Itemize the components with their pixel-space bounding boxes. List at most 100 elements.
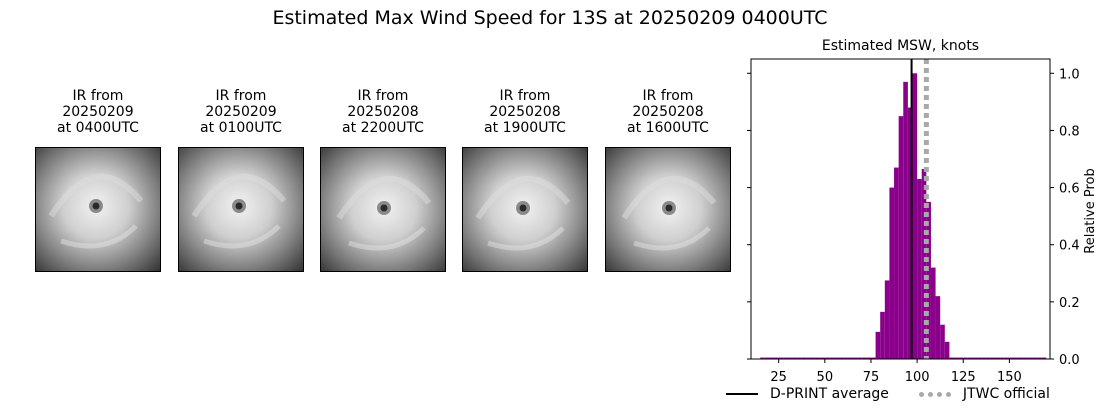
figure-title: Estimated Max Wind Speed for 13S at 2025… (272, 7, 828, 29)
y-tick-label: 0.2 (1059, 296, 1080, 311)
histogram-bar (769, 357, 775, 359)
legend-item-dprint: D-PRINT average (726, 386, 889, 402)
x-tick-label: 75 (863, 370, 880, 385)
histogram-bar (792, 357, 798, 359)
histogram-bar (954, 357, 959, 359)
ir-satellite-image (605, 147, 731, 272)
histogram-bar (898, 116, 904, 360)
histogram-bar (857, 357, 862, 359)
x-tick-label: 25 (770, 370, 787, 385)
y-axis-label: Relative Prob (1083, 168, 1098, 253)
histogram-bar (774, 357, 779, 359)
histogram-bar (1032, 357, 1038, 359)
histogram-bar (815, 357, 821, 359)
histogram-bar (986, 357, 991, 359)
cyclone-ir-render (36, 148, 160, 271)
histogram-bar (967, 357, 973, 359)
ir-caption: IR from 20250209 at 0100UTC (200, 88, 282, 136)
histogram-bar (806, 357, 811, 359)
histogram-bar (843, 357, 848, 359)
histogram-bar (778, 357, 784, 359)
histogram-bar (810, 357, 816, 359)
ir-panel-2: IR from 20250209 at 0100UTC (178, 88, 304, 272)
ir-caption: IR from 20250208 at 1600UTC (627, 88, 709, 136)
ir-caption: IR from 20250209 at 0400UTC (57, 88, 139, 136)
histogram-bar (1009, 357, 1015, 359)
histogram-bar (958, 357, 964, 359)
ir-panel-5: IR from 20250208 at 1600UTC (605, 88, 731, 272)
histogram-bar (917, 179, 922, 359)
histogram-bar (1000, 357, 1005, 359)
histogram-bar (760, 357, 765, 359)
x-tick-label: 150 (997, 370, 1022, 385)
y-tick-label: 0.0 (1059, 353, 1080, 368)
histogram-bar (1018, 357, 1024, 359)
histogram-bar (764, 357, 770, 359)
y-tick-label: 0.6 (1059, 182, 1080, 197)
histogram-bar (861, 357, 867, 359)
histogram-bar (783, 357, 788, 359)
x-tick-label: 100 (905, 370, 930, 385)
histogram-bar (824, 357, 830, 359)
histogram-bar (870, 357, 876, 359)
ir-caption: IR from 20250208 at 2200UTC (342, 88, 424, 136)
histogram-bar (930, 267, 936, 359)
histogram-bar (940, 324, 945, 359)
solid-line-swatch (726, 393, 758, 395)
cyclone-ir-render (463, 148, 587, 271)
y-tick-label: 0.4 (1059, 239, 1080, 254)
histogram-bar (977, 357, 982, 359)
ir-panel-4: IR from 20250208 at 1900UTC (462, 88, 588, 272)
histogram-bar (981, 357, 987, 359)
histogram-bar (847, 357, 853, 359)
histogram-bar (1041, 357, 1047, 359)
y-tick-label: 0.8 (1059, 124, 1080, 139)
ir-caption: IR from 20250208 at 1900UTC (484, 88, 566, 136)
histogram-bar (903, 81, 908, 359)
ir-satellite-image (462, 147, 588, 272)
x-tick-label: 50 (817, 370, 834, 385)
histogram-bar (995, 357, 1001, 359)
histogram-bar (875, 331, 881, 359)
histogram-bar (797, 357, 802, 359)
ir-satellite-image (35, 147, 161, 272)
histogram-bar (944, 341, 950, 359)
histogram-bar (852, 357, 858, 359)
y-tick-label: 1.0 (1059, 67, 1080, 82)
histogram-bar (1027, 357, 1033, 359)
histogram-bar (894, 167, 899, 359)
histogram-bar (829, 357, 835, 359)
histogram-bar (935, 296, 941, 359)
histogram-bar (1004, 357, 1010, 359)
chart-legend: D-PRINT average JTWC official (726, 386, 1080, 402)
histogram-bar (963, 357, 968, 359)
ir-panel-1: IR from 20250209 at 0400UTC (35, 88, 161, 272)
legend-item-jtwc: JTWC official (918, 386, 1050, 402)
histogram-bar (838, 357, 844, 359)
plot-frame (750, 58, 1051, 360)
histogram-bar (866, 357, 871, 359)
histogram-bar (884, 280, 890, 359)
histogram-bar (880, 311, 885, 359)
histogram-bar (912, 73, 918, 360)
histogram-bar (1023, 357, 1028, 359)
histogram-bar (1037, 357, 1042, 359)
chart-title: Estimated MSW, knots (822, 38, 979, 54)
histogram-bar (949, 357, 955, 359)
histogram-bar (801, 357, 807, 359)
histogram-bar (820, 357, 825, 359)
cyclone-ir-render (321, 148, 445, 271)
ir-satellite-image (320, 147, 446, 272)
histogram-bar (1014, 357, 1019, 359)
histogram-bar (889, 187, 895, 359)
x-tick-label: 125 (951, 370, 976, 385)
histogram-bar (787, 357, 793, 359)
cyclone-ir-render (179, 148, 303, 271)
legend-label: D-PRINT average (770, 386, 889, 402)
histogram-bar (921, 169, 927, 359)
cyclone-ir-render (606, 148, 730, 271)
histogram-bar (972, 357, 978, 359)
histogram-bar (990, 357, 996, 359)
histogram-bar (926, 201, 931, 359)
